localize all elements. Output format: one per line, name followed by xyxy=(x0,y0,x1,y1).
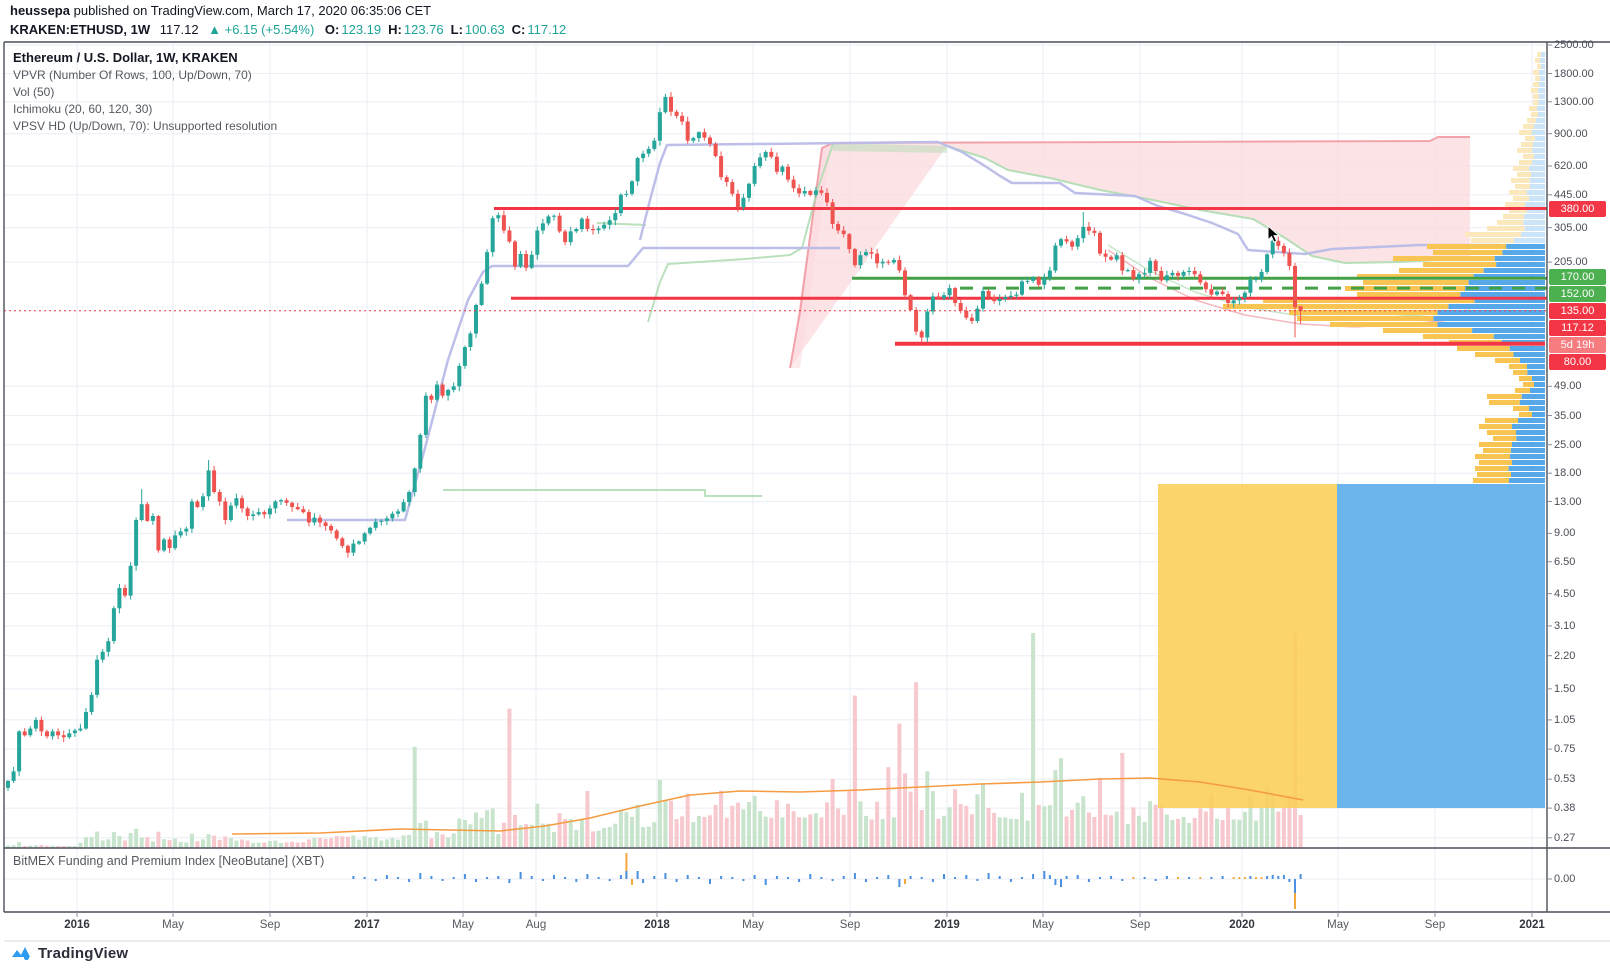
legend-indicator-1[interactable]: Vol (50) xyxy=(13,85,55,99)
ohlc-label: H: xyxy=(388,22,402,37)
time-tick-label: Sep xyxy=(1129,919,1151,931)
price-tick-label: 2500.00 xyxy=(1554,39,1594,51)
vpvr-hv-block-down xyxy=(1158,484,1337,808)
price-badge-15200: 152.00 xyxy=(1549,286,1606,302)
price-badge-13500: 135.00 xyxy=(1549,303,1606,319)
legend-indicator-2[interactable]: Ichimoku (20, 60, 120, 30) xyxy=(13,102,153,116)
vpvr-hv-block-up xyxy=(1337,484,1545,808)
price-tick-label: 13.00 xyxy=(1554,495,1582,508)
tradingview-logo-icon xyxy=(10,942,32,964)
time-tick-label: Sep xyxy=(839,919,861,931)
symbol-line: KRAKEN:ETHUSD, 1W 117.12 ▲ +6.15 (+5.54%… xyxy=(10,22,566,41)
ichimoku-cloud-pink xyxy=(790,137,1470,368)
legend-indicator-0[interactable]: VPVR (Number Of Rows, 100, Up/Down, 70) xyxy=(13,68,252,82)
funding-pane-label[interactable]: BitMEX Funding and Premium Index [NeoBut… xyxy=(13,854,325,868)
price-tick-label: 1800.00 xyxy=(1554,67,1594,80)
time-tick-label: Sep xyxy=(259,919,281,931)
time-tick-label: May xyxy=(162,919,184,931)
ohlc-label: L: xyxy=(450,22,463,37)
funding-bars xyxy=(352,853,1302,909)
tradingview-watermark[interactable]: TradingView xyxy=(10,942,128,964)
price-tick-label: 9.00 xyxy=(1554,527,1576,540)
time-tick-label: May xyxy=(1032,919,1054,931)
price-tick-label: 49.00 xyxy=(1554,380,1582,393)
price-tick-label: 35.00 xyxy=(1554,409,1582,422)
ohlc-value: 123.19 xyxy=(341,22,382,37)
price-tick-label: 1.50 xyxy=(1554,682,1576,695)
price-tick-label: 1.05 xyxy=(1554,713,1576,726)
price-tick-label: 2.20 xyxy=(1554,649,1576,662)
candlesticks xyxy=(6,92,1303,791)
chart-title[interactable]: Ethereum / U.S. Dollar, 1W, KRAKEN xyxy=(13,50,238,65)
published-text: published on TradingView.com, March 17, … xyxy=(73,3,432,18)
price-tick-label: 25.00 xyxy=(1554,438,1582,451)
time-tick-label: 2018 xyxy=(644,919,670,931)
legend-indicator-3[interactable]: VPSV HD (Up/Down, 70): Unsupported resol… xyxy=(13,119,278,133)
price-tick-label: 4.50 xyxy=(1554,587,1576,600)
time-tick-label: 2019 xyxy=(934,919,960,931)
change-arrow-icon: ▲ xyxy=(208,22,222,37)
price-tick-label: 1300.00 xyxy=(1554,95,1594,108)
ohlc-label: C: xyxy=(511,22,526,37)
publication-header: heussepa published on TradingView.com, M… xyxy=(10,3,566,41)
funding-zero-label: 0.00 xyxy=(1554,873,1576,885)
price-tick-label: 0.38 xyxy=(1554,802,1576,815)
price-tick-label: 3.10 xyxy=(1554,619,1576,632)
price-tick-label: 0.27 xyxy=(1554,831,1576,844)
price-tick-label: 305.00 xyxy=(1554,221,1588,234)
price-tick-label: 6.50 xyxy=(1554,555,1576,568)
price-badge-17000: 170.00 xyxy=(1549,269,1606,285)
ohlc-value: 100.63 xyxy=(464,22,505,37)
time-tick-label: Sep xyxy=(1424,919,1446,931)
price-tick-label: 205.00 xyxy=(1554,256,1588,269)
published-line: heussepa published on TradingView.com, M… xyxy=(10,3,566,22)
time-tick-label: 2017 xyxy=(354,919,380,931)
price-tick-label: 0.53 xyxy=(1554,773,1576,786)
price-badge-5d19h: 5d 19h xyxy=(1549,337,1606,353)
ohlc-value: 117.12 xyxy=(527,22,567,37)
ohlc-values: O: 123.19 H: 123.76 L: 100.63 C: 117.12 xyxy=(318,22,566,37)
price-badge-11712: 117.12 xyxy=(1549,320,1606,336)
price-tick-label: 18.00 xyxy=(1554,467,1582,480)
price-tick-label: 620.00 xyxy=(1554,160,1588,172)
author-name[interactable]: heussepa xyxy=(10,3,70,18)
time-tick-label: 2016 xyxy=(64,919,90,931)
price-change: ▲ +6.15 (+5.54%) xyxy=(208,22,315,37)
symbol-title[interactable]: KRAKEN:ETHUSD, 1W xyxy=(10,22,151,37)
mouse-cursor-icon xyxy=(1267,224,1281,243)
price-tick-label: 0.75 xyxy=(1554,743,1576,756)
ohlc-value: 123.76 xyxy=(403,22,444,37)
indicator-legend: Ethereum / U.S. Dollar, 1W, KRAKEN VPVR … xyxy=(13,50,277,136)
price-tick-label: 900.00 xyxy=(1554,127,1588,140)
time-tick-label: 2020 xyxy=(1229,919,1255,931)
time-tick-label: May xyxy=(742,919,764,931)
price-tick-label: 445.00 xyxy=(1554,188,1588,201)
ohlc-label: O: xyxy=(324,22,340,37)
time-tick-label: May xyxy=(452,919,474,931)
time-tick-label: Aug xyxy=(525,919,547,931)
time-tick-label: 2021 xyxy=(1519,919,1545,931)
last-price: 117.12 xyxy=(159,22,199,37)
time-tick-label: May xyxy=(1327,919,1349,931)
price-badge-38000: 380.00 xyxy=(1549,201,1606,217)
price-badge-8000: 80.00 xyxy=(1549,354,1606,370)
volume-bars xyxy=(6,633,1303,849)
watermark-text: TradingView xyxy=(38,944,129,962)
